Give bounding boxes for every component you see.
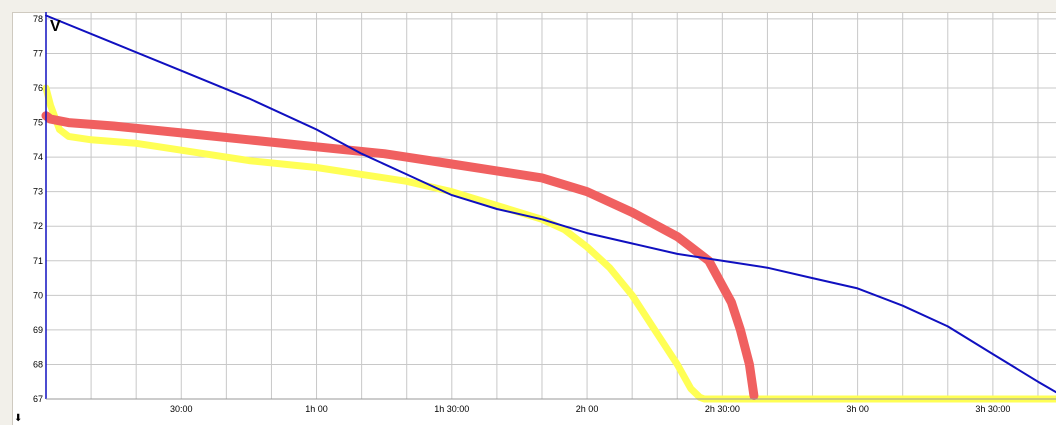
series-line-3	[42, 84, 1056, 403]
x-tick-label: 30:00	[170, 404, 193, 414]
x-tick-label: 2h 00	[576, 404, 599, 414]
x-tick-label: 1h 00	[305, 404, 328, 414]
series-line-1	[45, 14, 1056, 394]
window-top-edge	[0, 0, 1056, 13]
y-tick-label: 73	[33, 187, 43, 197]
x-tick-labels: 30:00 1h 00 1h 30:00 2h 00 2h 30:00 3h 00 3h 3…	[170, 404, 1010, 414]
y-tick-label: 74	[33, 152, 43, 162]
y-tick-label: 70	[33, 290, 43, 300]
x-tick-label: 2h 30:00	[705, 404, 740, 414]
grid-lines	[46, 12, 1056, 400]
axes	[45, 12, 1056, 400]
y-tick-label: 76	[33, 83, 43, 93]
y-tick-label: 78	[33, 14, 43, 24]
series-lines	[41, 14, 1056, 403]
x-tick-label: 3h 00	[846, 404, 869, 414]
y-tick-label: 69	[33, 325, 43, 335]
y-tick-label: 71	[33, 256, 43, 266]
window-left-edge	[0, 12, 13, 425]
y-tick-label: 67	[33, 394, 43, 404]
series-line-2	[41, 111, 759, 400]
y-tick-label: 75	[33, 118, 43, 128]
y-tick-label: 68	[33, 359, 43, 369]
y-tick-label: 77	[33, 48, 43, 58]
y-tick-label: 72	[33, 221, 43, 231]
y-tick-labels: 78 77 76 75 74 73 72 71 70 69 68 67	[33, 14, 43, 404]
arrow-down-icon[interactable]: ⬇	[14, 413, 23, 424]
x-tick-label: 1h 30:00	[434, 404, 469, 414]
x-tick-label: 3h 30:00	[975, 404, 1010, 414]
y-axis-unit-label: V	[50, 18, 61, 35]
